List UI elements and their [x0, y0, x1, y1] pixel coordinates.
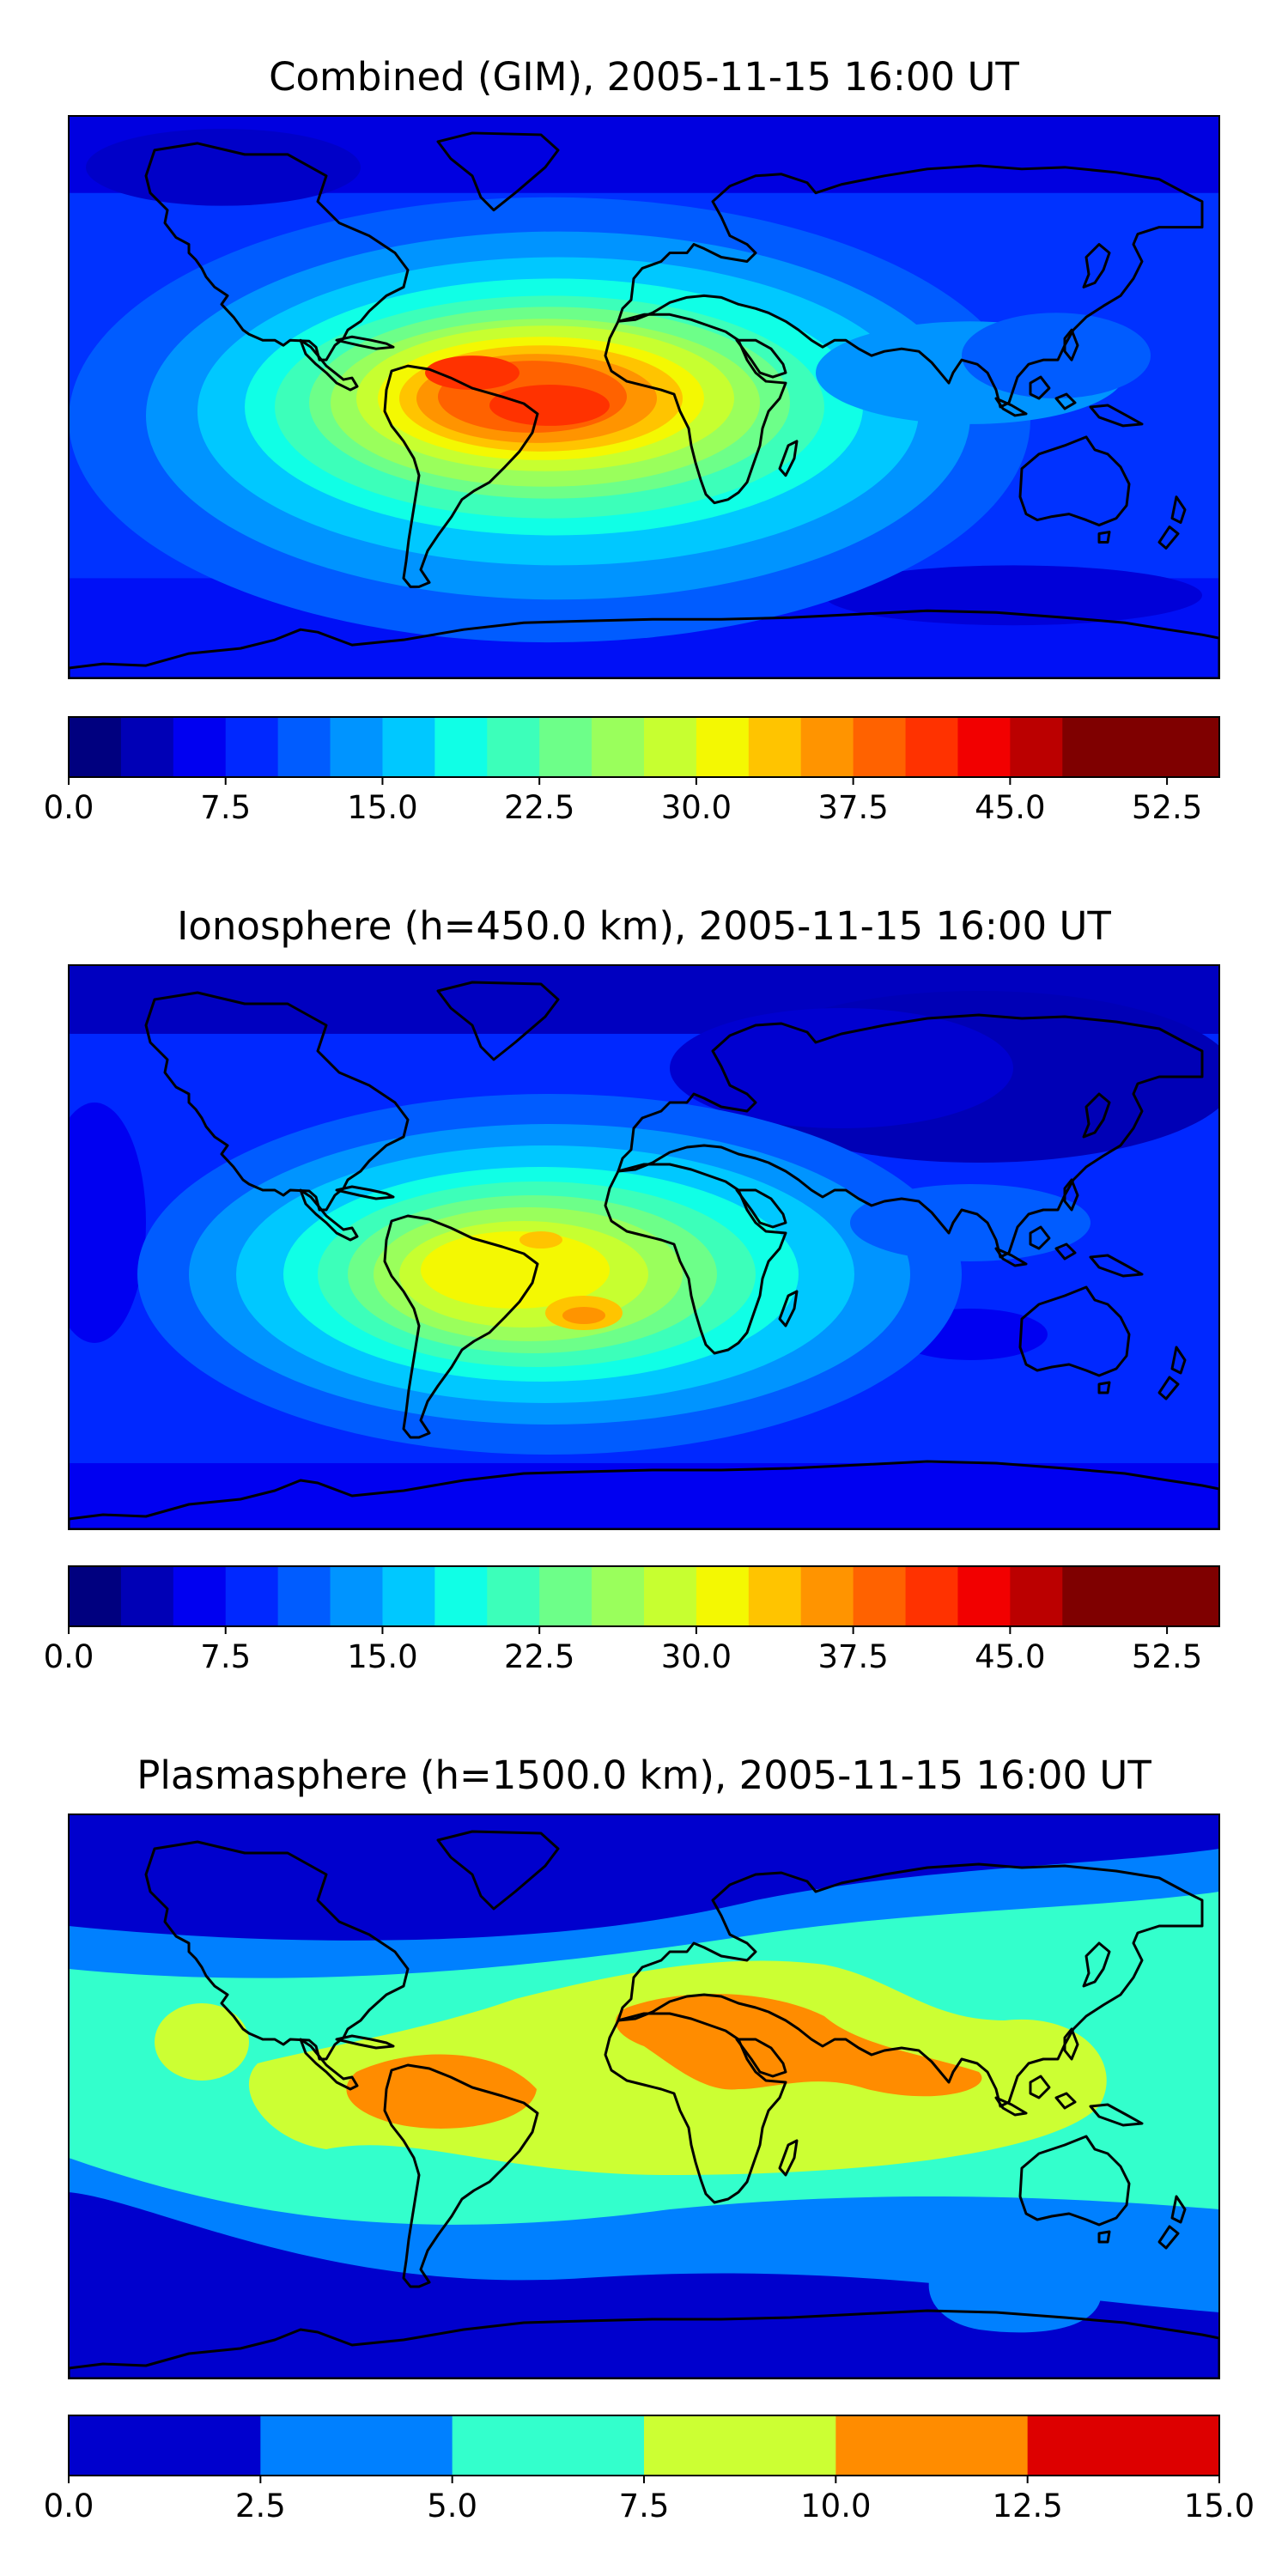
colorbar-level-2-2 — [173, 1566, 227, 1626]
colorbar-tick-label: 45.0 — [975, 789, 1045, 826]
colorbar-level-3-3 — [644, 2415, 836, 2476]
colorbar-frame — [68, 716, 1220, 778]
colorbar-tick-label: 7.5 — [200, 1638, 251, 1675]
combined-map — [68, 115, 1220, 679]
combined-colorbar: 0.0 7.5 15.0 22.5 30.0 37.5 45.0 52.5 — [44, 716, 1220, 826]
colorbar-level-3-0 — [69, 2415, 261, 2476]
colorbar-level-1-14 — [800, 717, 854, 777]
colorbar-level-2-6 — [382, 1566, 435, 1626]
colorbar-level-1-10 — [592, 717, 645, 777]
colorbar-level-2-15 — [853, 1566, 907, 1626]
colorbar-tick-label: 30.0 — [661, 1638, 732, 1675]
ionosphere-colorbar: 0.0 7.5 15.0 22.5 30.0 37.5 45.0 52.5 — [44, 1565, 1220, 1675]
colorbar-level-1-13 — [748, 717, 802, 777]
colorbar-level-2-19 — [1062, 1566, 1115, 1626]
colorbar-tick-label: 5.0 — [427, 2488, 477, 2524]
colorbar-level-1-12 — [696, 717, 750, 777]
colorbar-level-2-17 — [957, 1566, 1011, 1626]
colorbar-level-1-20 — [1115, 717, 1168, 777]
colorbar-level-2-16 — [905, 1566, 959, 1626]
colorbar-level-3-2 — [452, 2415, 645, 2476]
colorbar-tick-label: 37.5 — [817, 1638, 888, 1675]
colorbar-tick-label: 12.5 — [992, 2488, 1062, 2524]
colorbar-level-2-1 — [120, 1566, 174, 1626]
colorbar-frame — [68, 1565, 1220, 1627]
colorbar-tick-label: 10.0 — [800, 2488, 871, 2524]
colorbar-tick-label: 7.5 — [619, 2488, 670, 2524]
colorbar-level-3-4 — [835, 2415, 1029, 2476]
colorbar-level-1-4 — [277, 717, 331, 777]
colorbar-level-1-16 — [905, 717, 959, 777]
colorbar-level-1-15 — [853, 717, 907, 777]
colorbar-tick-label: 7.5 — [200, 789, 251, 826]
colorbar-level-1-6 — [382, 717, 435, 777]
colorbar-level-1-5 — [330, 717, 384, 777]
colorbar-level-2-10 — [592, 1566, 645, 1626]
panel-2-title: Ionosphere (h=450.0 km), 2005-11-15 16:0… — [177, 903, 1111, 949]
colorbar-tick-label: 0.0 — [44, 2488, 94, 2524]
colorbar-level-2-3 — [225, 1566, 279, 1626]
colorbar-level-2-21 — [1167, 1566, 1220, 1626]
colorbar-level-1-18 — [1010, 717, 1063, 777]
plasmasphere-colorbar: 0.0 2.5 5.0 7.5 10.0 12.5 15.0 — [44, 2415, 1255, 2524]
colorbar-tick-label: 15.0 — [347, 1638, 417, 1675]
colorbar-tick-label: 15.0 — [347, 789, 417, 826]
panel-3-title: Plasmasphere (h=1500.0 km), 2005-11-15 1… — [137, 1753, 1151, 1798]
colorbar-level-3-1 — [260, 2415, 453, 2476]
colorbar-level-2-5 — [330, 1566, 384, 1626]
colorbar-tick-label: 37.5 — [817, 789, 888, 826]
colorbar-level-1-0 — [69, 717, 122, 777]
ionosphere-map — [68, 964, 1220, 1530]
colorbar-level-2-18 — [1010, 1566, 1063, 1626]
colorbar-level-2-14 — [800, 1566, 854, 1626]
colorbar-tick-label: 30.0 — [661, 789, 732, 826]
colorbar-level-2-9 — [539, 1566, 592, 1626]
colorbar-level-3-5 — [1027, 2415, 1220, 2476]
colorbar-level-1-21 — [1167, 717, 1220, 777]
colorbar-level-1-11 — [644, 717, 697, 777]
colorbar-tick-label: 0.0 — [44, 1638, 94, 1675]
colorbar-tick-label: 52.5 — [1132, 1638, 1202, 1675]
colorbar-tick-label: 52.5 — [1132, 789, 1202, 826]
plasmasphere-map — [68, 1814, 1220, 2379]
panel-1-title: Combined (GIM), 2005-11-15 16:00 UT — [269, 54, 1019, 100]
colorbar-level-1-1 — [120, 717, 174, 777]
colorbar-tick-label: 2.5 — [235, 2488, 286, 2524]
colorbar-level-1-3 — [225, 717, 279, 777]
colorbar-level-2-11 — [644, 1566, 697, 1626]
colorbar-level-2-4 — [277, 1566, 331, 1626]
colorbar-level-2-0 — [69, 1566, 122, 1626]
colorbar-level-1-17 — [957, 717, 1011, 777]
colorbar-tick-label: 15.0 — [1184, 2488, 1255, 2524]
colorbar-level-1-2 — [173, 717, 227, 777]
colorbar-level-1-8 — [487, 717, 540, 777]
colorbar-tick-label: 22.5 — [504, 1638, 574, 1675]
colorbar-tick-label: 45.0 — [975, 1638, 1045, 1675]
colorbar-level-2-12 — [696, 1566, 750, 1626]
colorbar-level-1-19 — [1062, 717, 1115, 777]
colorbar-level-2-7 — [434, 1566, 488, 1626]
colorbar-tick-label: 0.0 — [44, 789, 94, 826]
colorbar-tick-label: 22.5 — [504, 789, 574, 826]
colorbar-level-2-13 — [748, 1566, 802, 1626]
colorbar-level-2-8 — [487, 1566, 540, 1626]
colorbar-level-2-20 — [1115, 1566, 1168, 1626]
colorbar-level-1-9 — [539, 717, 592, 777]
colorbar-level-1-7 — [434, 717, 488, 777]
